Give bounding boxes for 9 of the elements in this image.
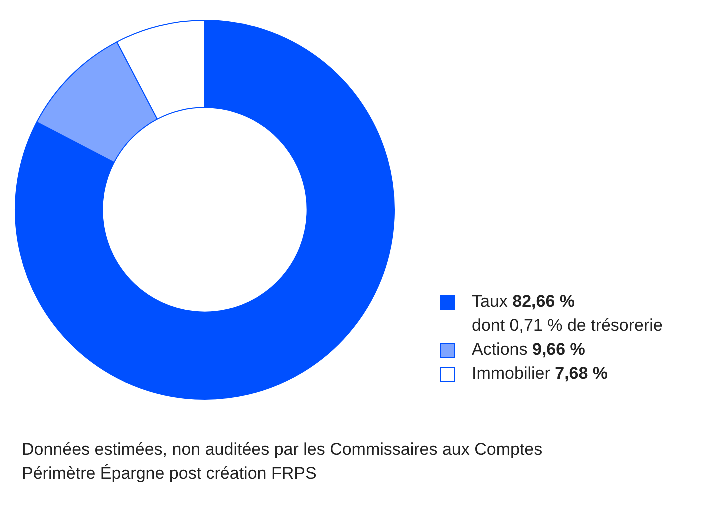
data-label: 9,66 % [532, 340, 586, 359]
legend-label: Actions [472, 340, 528, 359]
data-label: 82,66 % [512, 292, 576, 311]
data-label: 7,68 % [555, 364, 608, 383]
text: Données estimées, non auditées par les Commissaires aux Comptes [22, 439, 543, 461]
text: dont 0,71 % de trésorerie [471, 315, 663, 337]
legend-label: Taux [472, 292, 508, 311]
text: Périmètre Épargne post création FRPS [22, 463, 318, 485]
legend-label: Immobilier [472, 364, 550, 383]
